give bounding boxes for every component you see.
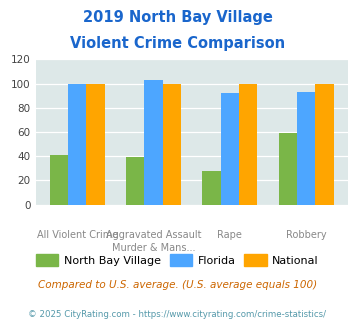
Bar	[297, 92, 315, 205]
Text: Violent Crime Comparison: Violent Crime Comparison	[70, 36, 285, 51]
Bar	[315, 83, 334, 205]
Text: All Violent Crime: All Violent Crime	[37, 230, 118, 240]
Bar	[126, 157, 144, 205]
Bar	[279, 133, 297, 205]
Bar	[86, 83, 105, 205]
Bar	[202, 171, 221, 205]
Text: Rape: Rape	[217, 230, 242, 240]
Text: Murder & Mans...: Murder & Mans...	[112, 244, 195, 253]
Text: Robbery: Robbery	[286, 230, 327, 240]
Legend: North Bay Village, Florida, National: North Bay Village, Florida, National	[32, 250, 323, 270]
Bar	[144, 80, 163, 205]
Bar	[50, 155, 68, 205]
Bar	[221, 93, 239, 205]
Bar	[239, 83, 257, 205]
Text: © 2025 CityRating.com - https://www.cityrating.com/crime-statistics/: © 2025 CityRating.com - https://www.city…	[28, 310, 327, 319]
Text: 2019 North Bay Village: 2019 North Bay Village	[83, 10, 272, 25]
Bar	[163, 83, 181, 205]
Bar	[68, 83, 86, 205]
Text: Aggravated Assault: Aggravated Assault	[106, 230, 201, 240]
Text: Compared to U.S. average. (U.S. average equals 100): Compared to U.S. average. (U.S. average …	[38, 280, 317, 290]
